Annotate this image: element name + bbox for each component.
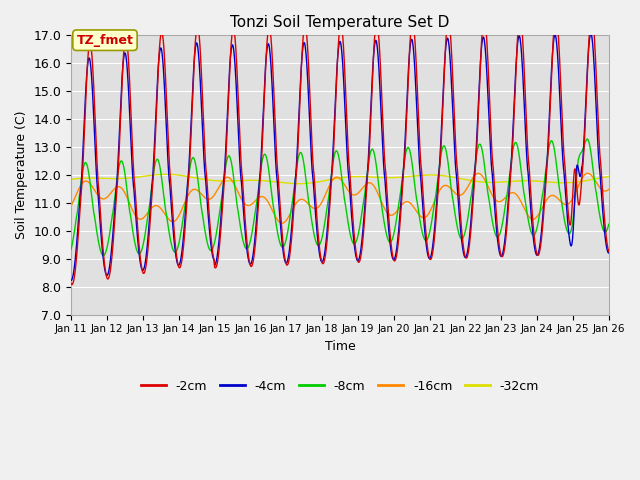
Text: TZ_fmet: TZ_fmet — [77, 34, 133, 47]
Title: Tonzi Soil Temperature Set D: Tonzi Soil Temperature Set D — [230, 15, 450, 30]
Y-axis label: Soil Temperature (C): Soil Temperature (C) — [15, 111, 28, 239]
Legend: -2cm, -4cm, -8cm, -16cm, -32cm: -2cm, -4cm, -8cm, -16cm, -32cm — [136, 375, 544, 398]
X-axis label: Time: Time — [324, 340, 355, 353]
